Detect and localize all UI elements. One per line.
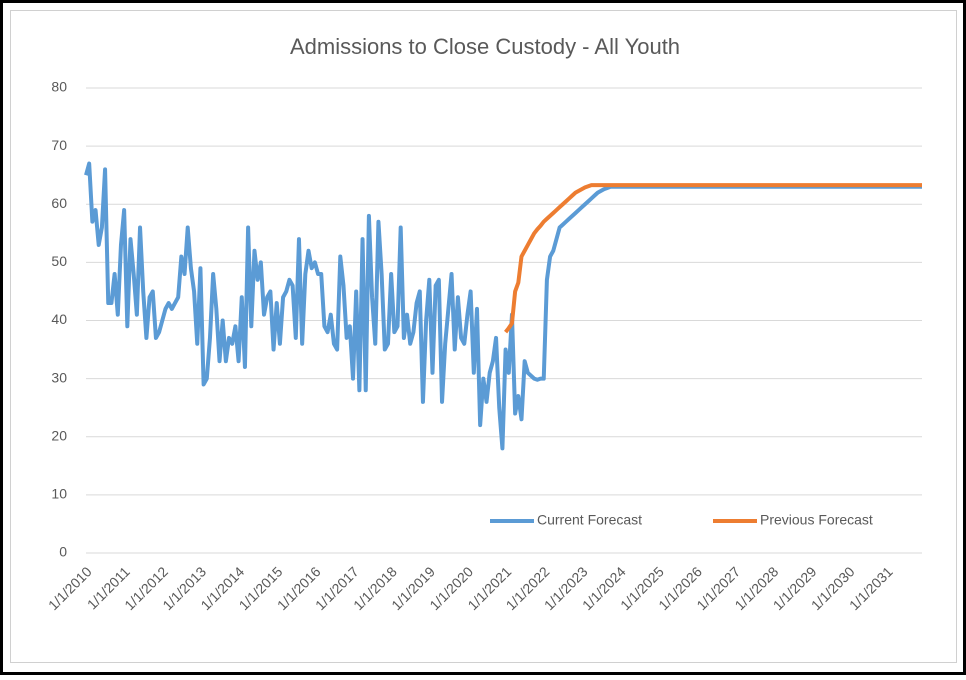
y-tick-label: 10	[51, 486, 67, 502]
y-tick-label: 80	[51, 79, 67, 95]
y-tick-label: 0	[59, 544, 67, 560]
y-tick-label: 40	[51, 311, 67, 327]
legend-label: Previous Forecast	[760, 512, 873, 528]
y-tick-label: 30	[51, 369, 67, 385]
chart-area	[10, 10, 957, 663]
series-line	[504, 183, 922, 334]
y-tick-label: 50	[51, 253, 67, 269]
y-tick-label: 60	[51, 195, 67, 211]
legend-label: Current Forecast	[537, 512, 642, 528]
y-tick-label: 20	[51, 427, 67, 443]
chart-title: Admissions to Close Custody - All Youth	[290, 34, 680, 59]
y-tick-label: 70	[51, 137, 67, 153]
